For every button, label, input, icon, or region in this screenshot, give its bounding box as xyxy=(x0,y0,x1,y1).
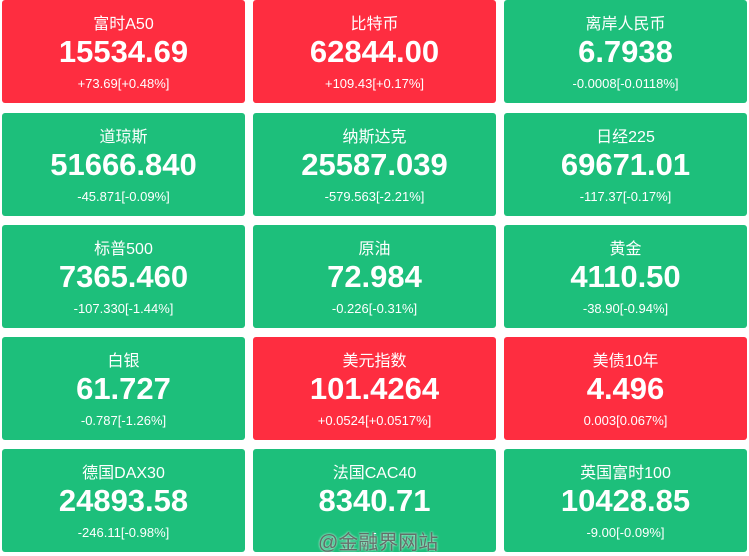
quote-price: 51666.840 xyxy=(50,147,197,182)
quote-name: 美债10年 xyxy=(592,353,659,370)
quote-tile[interactable]: 日经225 69671.01 -117.37[-0.17%] xyxy=(504,113,747,216)
quote-change: +0.0524[+0.0517%] xyxy=(317,413,432,428)
quote-change: -117.37[-0.17%] xyxy=(579,189,672,204)
quote-tile[interactable]: 原油 72.984 -0.226[-0.31%] xyxy=(253,225,496,328)
quote-change: -246.11[-0.98%] xyxy=(77,525,170,540)
watermark: @金融界网站 xyxy=(318,532,439,554)
quote-price: 7365.460 xyxy=(58,259,189,294)
quote-change: -579.563[-2.21%] xyxy=(324,189,425,204)
quote-tile[interactable]: 美债10年 4.496 0.003[0.067%] xyxy=(504,337,747,440)
quote-change: -45.871[-0.09%] xyxy=(77,189,170,204)
quote-price: 4.496 xyxy=(586,371,665,406)
quote-tile[interactable]: 法国CAC40 8340.71 - xyxy=(253,449,496,552)
quote-price: 25587.039 xyxy=(301,147,448,182)
quote-price: 4110.50 xyxy=(570,259,681,294)
quote-name: 离岸人民币 xyxy=(585,16,666,33)
quote-change: -0.226[-0.31%] xyxy=(331,301,418,316)
quote-name: 英国富时100 xyxy=(580,465,671,482)
quote-name: 比特币 xyxy=(350,16,399,33)
quote-price: 62844.00 xyxy=(309,34,440,69)
quote-tile[interactable]: 富时A50 15534.69 +73.69[+0.48%] xyxy=(2,0,245,103)
quote-tile[interactable]: 德国DAX30 24893.58 -246.11[-0.98%] xyxy=(2,449,245,552)
quote-name: 法国CAC40 xyxy=(332,465,417,482)
quote-tile[interactable]: 纳斯达克 25587.039 -579.563[-2.21%] xyxy=(253,113,496,216)
quote-price: 72.984 xyxy=(327,259,422,294)
quote-price: 101.4264 xyxy=(309,371,440,406)
quote-name: 白银 xyxy=(107,353,140,370)
quote-name: 道琼斯 xyxy=(99,129,148,146)
quote-name: 日经225 xyxy=(596,129,655,146)
quote-price: 24893.58 xyxy=(58,483,189,518)
quote-price: 8340.71 xyxy=(318,483,431,518)
quote-change: 0.003[0.067%] xyxy=(583,413,668,428)
quote-name: 标普500 xyxy=(94,241,153,258)
quote-change: - xyxy=(372,525,377,540)
quote-tile[interactable]: 比特币 62844.00 +109.43[+0.17%] xyxy=(253,0,496,103)
quote-name: 原油 xyxy=(358,241,391,258)
quote-tile[interactable]: 道琼斯 51666.840 -45.871[-0.09%] xyxy=(2,113,245,216)
quote-name: 黄金 xyxy=(609,241,642,258)
quote-tile[interactable]: 标普500 7365.460 -107.330[-1.44%] xyxy=(2,225,245,328)
quote-change: -9.00[-0.09%] xyxy=(586,525,665,540)
quote-change: +109.43[+0.17%] xyxy=(324,76,425,91)
quote-name: 美元指数 xyxy=(342,353,407,370)
quote-price: 10428.85 xyxy=(560,483,691,518)
quote-price: 69671.01 xyxy=(560,147,691,182)
quote-name: 纳斯达克 xyxy=(342,129,407,146)
quote-change: -38.90[-0.94%] xyxy=(582,301,669,316)
quote-change: +73.69[+0.48%] xyxy=(77,76,170,91)
quote-tile[interactable]: 离岸人民币 6.7938 -0.0008[-0.0118%] xyxy=(504,0,747,103)
quote-price: 15534.69 xyxy=(58,34,189,69)
quote-tile[interactable]: 英国富时100 10428.85 -9.00[-0.09%] xyxy=(504,449,747,552)
quote-tile[interactable]: 白银 61.727 -0.787[-1.26%] xyxy=(2,337,245,440)
quote-tile[interactable]: 黄金 4110.50 -38.90[-0.94%] xyxy=(504,225,747,328)
quote-price: 61.727 xyxy=(76,371,171,406)
quote-name: 德国DAX30 xyxy=(82,465,165,482)
quote-change: -0.787[-1.26%] xyxy=(80,413,167,428)
quote-price: 6.7938 xyxy=(578,34,673,69)
quote-tile[interactable]: 美元指数 101.4264 +0.0524[+0.0517%] xyxy=(253,337,496,440)
quote-name: 富时A50 xyxy=(93,16,154,33)
quote-change: -107.330[-1.44%] xyxy=(73,301,174,316)
quote-change: -0.0008[-0.0118%] xyxy=(572,76,679,91)
